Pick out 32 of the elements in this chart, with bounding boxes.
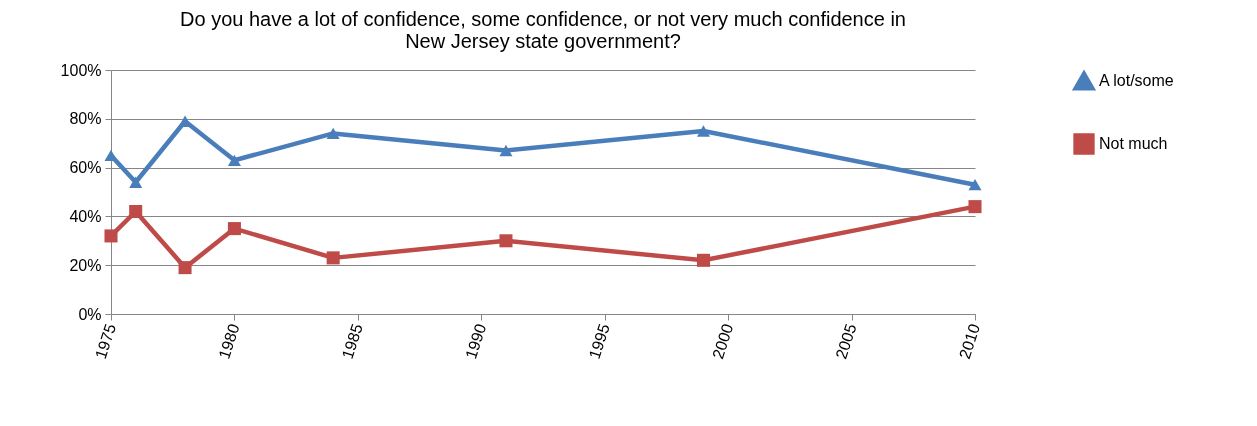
point bbox=[696, 253, 710, 267]
x-tick-label: 1975 bbox=[91, 321, 120, 361]
point bbox=[227, 222, 241, 236]
y-tick-label: 40% bbox=[69, 207, 102, 225]
point bbox=[227, 154, 241, 166]
point bbox=[968, 179, 982, 191]
x-tick-label: 1990 bbox=[462, 321, 490, 361]
point bbox=[129, 205, 143, 219]
x-tick-label: 1985 bbox=[338, 321, 366, 361]
x-tick-label: 2000 bbox=[709, 321, 737, 361]
point bbox=[968, 200, 982, 214]
point bbox=[104, 229, 118, 243]
y-tick-label: 80% bbox=[69, 110, 102, 128]
x-tick-label: 1995 bbox=[585, 321, 613, 361]
point bbox=[326, 251, 340, 265]
y-tick-label: 100% bbox=[60, 61, 102, 79]
point bbox=[178, 261, 192, 275]
x-tick-label: 2005 bbox=[832, 321, 860, 361]
y-tick-label: 60% bbox=[69, 159, 102, 177]
y-tick-label: 20% bbox=[69, 256, 102, 274]
x-tick-label: 1980 bbox=[215, 321, 243, 361]
legend-label: Not much bbox=[1099, 135, 1168, 152]
point bbox=[499, 144, 513, 157]
chart-title: Do you have a lot of confidence, some confidence, or not very much confidence in New Jersey state government? bbox=[180, 8, 906, 52]
point bbox=[104, 149, 118, 162]
point bbox=[499, 234, 513, 248]
x-tick-label: 2010 bbox=[955, 321, 984, 361]
point bbox=[129, 176, 143, 188]
legend-label: A lot/some bbox=[1099, 72, 1174, 89]
y-tick-label: 0% bbox=[78, 305, 102, 323]
point bbox=[696, 125, 710, 137]
point bbox=[326, 127, 340, 140]
